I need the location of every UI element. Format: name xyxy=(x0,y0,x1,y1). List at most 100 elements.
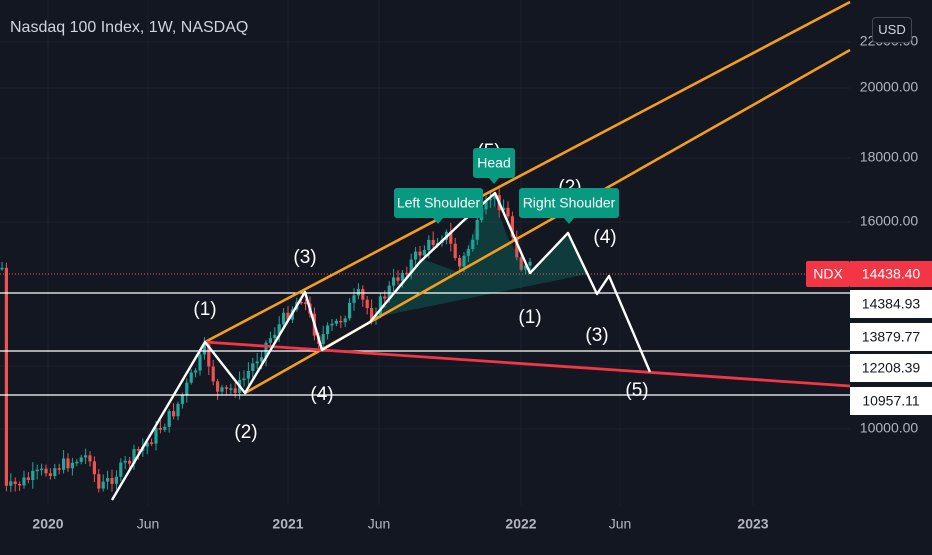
candle-body xyxy=(176,403,180,417)
ndx-tag-text: NDX xyxy=(813,266,843,282)
candle-body xyxy=(189,372,193,383)
time-tick-label: 2023 xyxy=(737,516,768,532)
candle-body xyxy=(277,324,281,335)
candles xyxy=(0,187,532,493)
candle-body xyxy=(475,220,479,240)
candle-body xyxy=(114,476,118,484)
candle-body xyxy=(18,484,22,486)
candle-body xyxy=(106,478,110,482)
time-tick-label: 2021 xyxy=(272,516,303,532)
wave-down-label: (3) xyxy=(585,325,608,346)
currency-button[interactable]: USD xyxy=(872,17,912,43)
price-tag-text: 13879.77 xyxy=(862,329,921,345)
candle-body xyxy=(383,296,387,299)
candle-body xyxy=(233,388,237,393)
tag-box xyxy=(473,148,515,178)
time-tick-label: Jun xyxy=(609,516,632,532)
price-tick-label: 20000.00 xyxy=(860,79,919,95)
candle-body xyxy=(321,334,325,344)
candle-body xyxy=(57,468,61,470)
candle-body xyxy=(194,370,198,373)
candle-body xyxy=(48,473,52,476)
candle-body xyxy=(92,461,96,475)
price-tag-box xyxy=(850,354,932,382)
wave-up-label: (3) xyxy=(293,247,316,268)
candle-body xyxy=(220,387,224,392)
candle-body xyxy=(519,257,523,270)
candle-body xyxy=(70,462,74,469)
candle-body xyxy=(528,261,532,266)
candle-body xyxy=(449,231,453,244)
candle-body xyxy=(207,344,211,367)
tag-box xyxy=(394,188,483,218)
candle-body xyxy=(264,342,268,358)
candle-body xyxy=(348,302,352,319)
candle-body xyxy=(418,251,422,256)
candle-body xyxy=(101,481,105,489)
candle-body xyxy=(62,458,66,470)
candle-body xyxy=(13,481,17,485)
candle-body xyxy=(84,455,88,458)
price-tag-text: 14438.40 xyxy=(862,266,921,282)
elliott-waves xyxy=(110,191,652,501)
candle-body xyxy=(273,334,277,339)
candle-body xyxy=(255,361,259,364)
candle-body xyxy=(53,468,57,476)
candle-body xyxy=(180,395,184,404)
tag-text: Left Shoulder xyxy=(397,195,481,211)
ndx-tag-box xyxy=(806,261,850,287)
candle-body xyxy=(431,239,435,245)
candle-body xyxy=(154,427,158,444)
candle-body xyxy=(422,250,426,256)
horizontal-levels xyxy=(0,273,850,396)
price-tag-box xyxy=(850,290,932,318)
candle-body xyxy=(211,366,215,382)
time-tick-label: 2022 xyxy=(505,516,536,532)
candle-body xyxy=(370,308,374,320)
price-tick-label: 10000.00 xyxy=(860,420,919,436)
candle-body xyxy=(330,323,334,326)
candle-body xyxy=(365,299,369,309)
time-tick-label: Jun xyxy=(137,516,160,532)
candle-body xyxy=(260,357,264,362)
candle-body xyxy=(409,259,413,274)
candle-body xyxy=(246,370,250,379)
candle-body xyxy=(488,198,492,201)
candle-body xyxy=(44,468,48,474)
candle-body xyxy=(286,312,290,320)
price-tick-label: 16000.00 xyxy=(860,213,919,229)
candle-body xyxy=(242,378,246,381)
candle-body xyxy=(378,296,382,316)
candle-body xyxy=(0,267,4,270)
candle-body xyxy=(502,207,506,211)
candle-body xyxy=(524,265,528,270)
candle-body xyxy=(466,249,470,256)
tag-text: Head xyxy=(477,155,510,171)
candle-body xyxy=(110,478,114,484)
candle-body xyxy=(97,474,101,489)
price-tag-box xyxy=(850,323,932,351)
candle-body xyxy=(356,288,360,296)
candle-body xyxy=(202,344,206,355)
candle-body xyxy=(66,458,70,469)
tag-pointer xyxy=(489,178,499,184)
wave-up-label: (1) xyxy=(193,299,216,320)
candle-body xyxy=(458,258,462,267)
candle-body xyxy=(22,477,26,486)
price-tag-text: 12208.39 xyxy=(862,360,921,376)
candle-body xyxy=(132,449,136,464)
price-tick-label: 18000.00 xyxy=(860,149,919,165)
candle-body xyxy=(387,285,391,299)
candle-body xyxy=(299,301,303,304)
candle-body xyxy=(361,288,365,300)
candle-body xyxy=(79,457,83,462)
candle-body xyxy=(172,411,176,417)
candle-body xyxy=(40,468,44,471)
candle-body xyxy=(453,243,457,259)
candle-body xyxy=(31,470,35,480)
candle-body xyxy=(35,469,39,472)
candle-body xyxy=(128,460,132,464)
axes: 22000.0020000.0018000.0016000.0012000.00… xyxy=(32,33,932,532)
